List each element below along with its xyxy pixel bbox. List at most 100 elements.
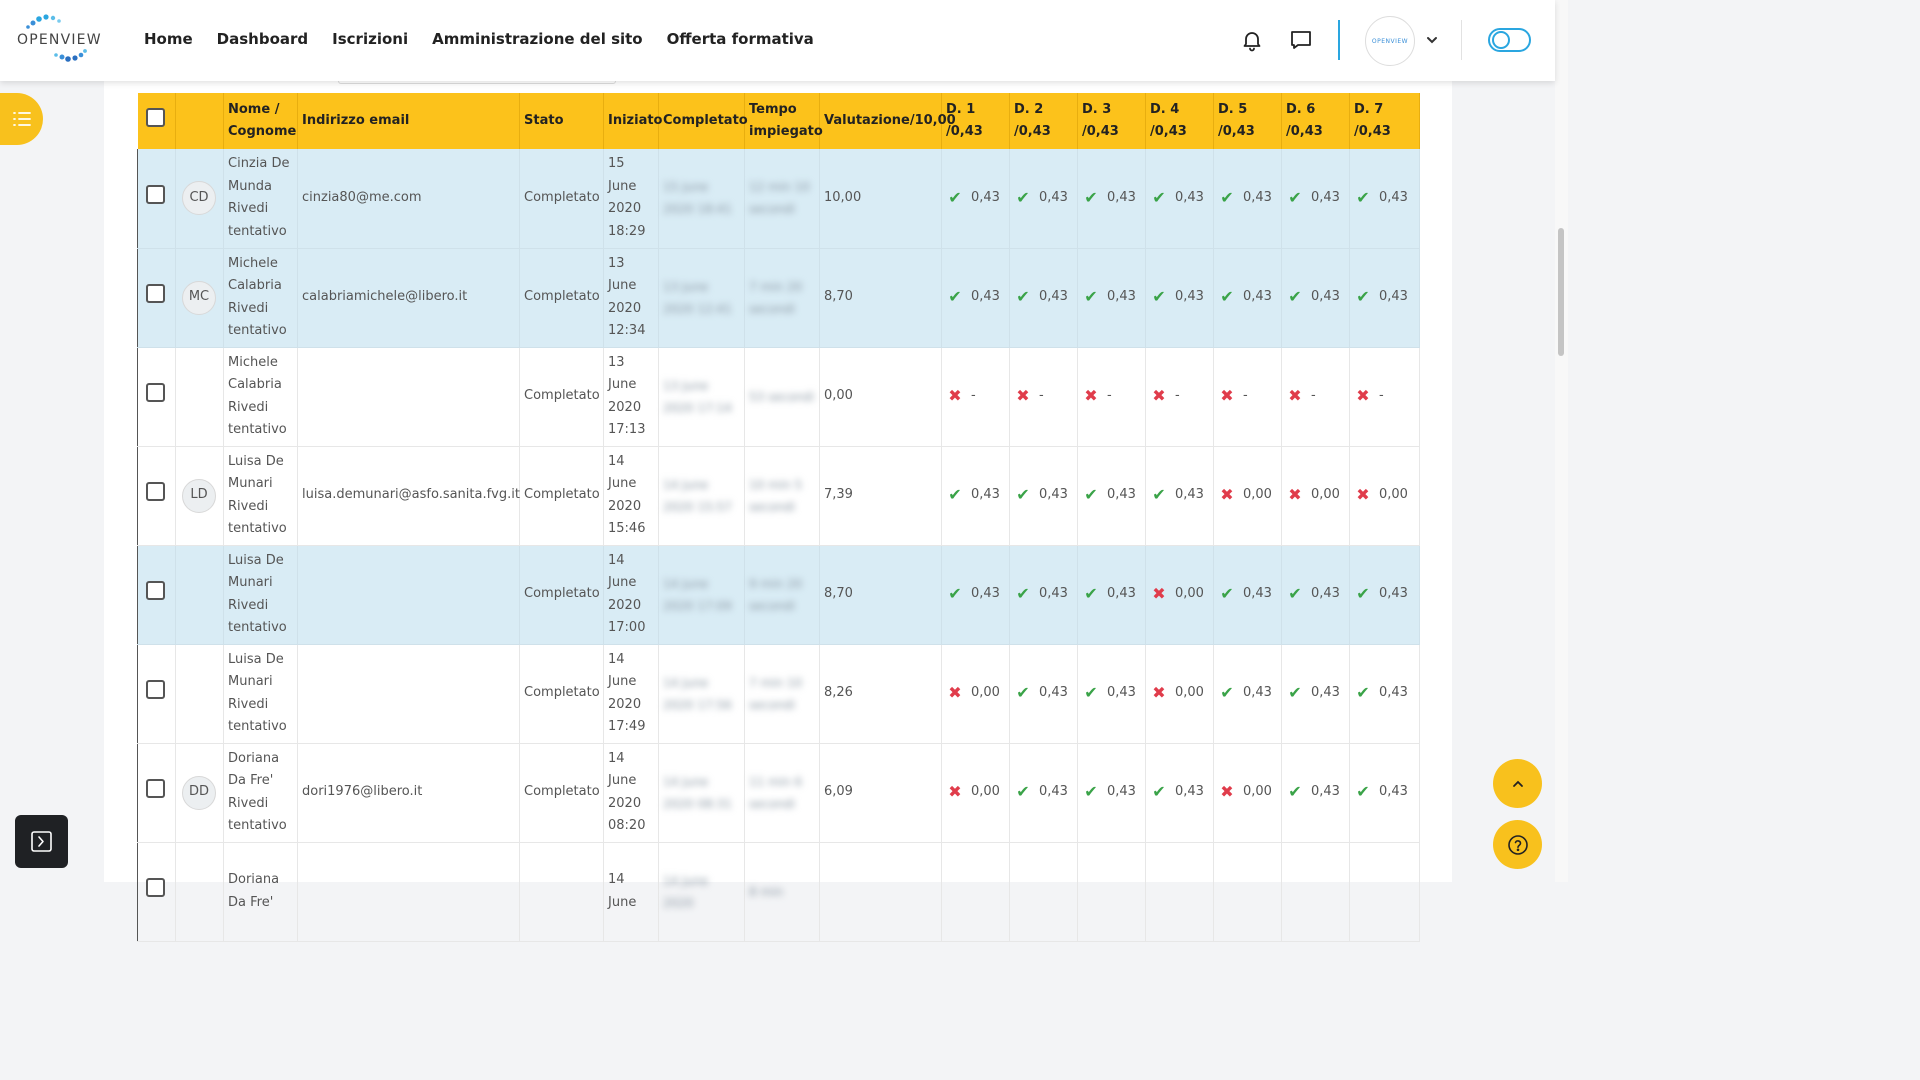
- question-1-cell[interactable]: ✔ 0,43: [941, 149, 1010, 249]
- question-4-cell[interactable]: ✖ -: [1145, 347, 1214, 447]
- user-initials-avatar[interactable]: CD: [182, 181, 216, 216]
- nav-iscrizioni[interactable]: Iscrizioni: [332, 30, 409, 48]
- header-q2[interactable]: D. 2 /0,43: [1009, 93, 1078, 149]
- chat-icon[interactable]: [1289, 28, 1313, 52]
- grade-cell[interactable]: 8,70: [819, 545, 942, 645]
- question-6-cell[interactable]: ✔ 0,43: [1281, 545, 1350, 645]
- user-name-link[interactable]: Luisa De Munari: [228, 453, 284, 492]
- question-2-cell[interactable]: ✔ 0,43: [1009, 248, 1078, 348]
- question-2-cell[interactable]: ✔ 0,43: [1009, 545, 1078, 645]
- question-4-cell[interactable]: ✔ 0,43: [1145, 446, 1214, 546]
- question-1-cell[interactable]: ✔ 0,43: [941, 446, 1010, 546]
- question-3-cell[interactable]: ✔ 0,43: [1077, 248, 1146, 348]
- header-q7[interactable]: D. 7 /0,43: [1349, 93, 1420, 149]
- question-2-cell[interactable]: ✔ 0,43: [1009, 446, 1078, 546]
- row-checkbox[interactable]: [146, 877, 165, 897]
- question-7-cell[interactable]: ✔ 0,43: [1349, 248, 1420, 348]
- user-initials-avatar[interactable]: LD: [182, 478, 216, 513]
- row-checkbox[interactable]: [146, 580, 165, 600]
- nav-offerta-formativa[interactable]: Offerta formativa: [666, 30, 814, 48]
- question-4-cell[interactable]: ✖ 0,00: [1145, 545, 1214, 645]
- question-6-cell[interactable]: ✖ -: [1281, 347, 1350, 447]
- row-checkbox[interactable]: [146, 778, 165, 798]
- user-name-link[interactable]: Michele Calabria: [228, 255, 282, 294]
- row-checkbox[interactable]: [146, 481, 165, 501]
- back-to-top-button[interactable]: [1493, 759, 1542, 808]
- scrollbar-thumb[interactable]: [1558, 228, 1564, 356]
- nav-home[interactable]: Home: [144, 30, 193, 48]
- question-1-cell[interactable]: ✔ 0,43: [941, 248, 1010, 348]
- header-q1[interactable]: D. 1 /0,43: [941, 93, 1010, 149]
- question-5-cell[interactable]: ✖ 0,00: [1213, 446, 1282, 546]
- question-3-cell[interactable]: ✖ -: [1077, 347, 1146, 447]
- question-4-cell[interactable]: ✖ 0,00: [1145, 644, 1214, 744]
- question-7-cell[interactable]: ✖ -: [1349, 347, 1420, 447]
- header-q3[interactable]: D. 3 /0,43: [1077, 93, 1146, 149]
- user-avatar[interactable]: OPENVIEW: [1365, 16, 1415, 66]
- question-2-cell[interactable]: ✖ -: [1009, 347, 1078, 447]
- review-attempt-link[interactable]: Rivedi tentativo: [228, 300, 287, 339]
- question-3-cell[interactable]: ✔ 0,43: [1077, 743, 1146, 843]
- user-name-link[interactable]: Doriana Da Fre': [228, 872, 280, 910]
- grade-cell[interactable]: 6,09: [819, 743, 942, 843]
- openview-logo[interactable]: OPENVIEW: [14, 14, 104, 64]
- question-5-cell[interactable]: ✔ 0,43: [1213, 644, 1282, 744]
- nav-amministrazione[interactable]: Amministrazione del sito: [432, 30, 643, 48]
- header-started[interactable]: Iniziato: [603, 93, 663, 149]
- review-attempt-link[interactable]: Rivedi tentativo: [228, 597, 287, 636]
- grade-cell[interactable]: 8,70: [819, 248, 942, 348]
- question-6-cell[interactable]: ✔ 0,43: [1281, 743, 1350, 843]
- question-6-cell[interactable]: ✖ 0,00: [1281, 446, 1350, 546]
- question-3-cell[interactable]: ✔ 0,43: [1077, 149, 1146, 249]
- user-name-link[interactable]: Luisa De Munari: [228, 651, 284, 690]
- question-6-cell[interactable]: ✔ 0,43: [1281, 644, 1350, 744]
- question-7-cell[interactable]: ✔ 0,43: [1349, 149, 1420, 249]
- review-attempt-link[interactable]: Rivedi tentativo: [228, 498, 287, 537]
- user-name-link[interactable]: Doriana Da Fre': [228, 750, 280, 789]
- header-select-all[interactable]: [137, 93, 176, 149]
- nav-dashboard[interactable]: Dashboard: [216, 30, 309, 48]
- question-2-cell[interactable]: ✔ 0,43: [1009, 743, 1078, 843]
- row-checkbox[interactable]: [146, 283, 165, 303]
- user-initials-avatar[interactable]: DD: [182, 775, 216, 810]
- question-5-cell[interactable]: ✔ 0,43: [1213, 248, 1282, 348]
- question-7-cell[interactable]: ✔ 0,43: [1349, 743, 1420, 843]
- review-attempt-link[interactable]: Rivedi tentativo: [228, 399, 287, 438]
- user-initials-avatar[interactable]: MC: [182, 280, 216, 315]
- row-checkbox[interactable]: [146, 184, 165, 204]
- question-1-cell[interactable]: ✖ 0,00: [941, 743, 1010, 843]
- question-7-cell[interactable]: ✖ 0,00: [1349, 446, 1420, 546]
- question-6-cell[interactable]: ✔ 0,43: [1281, 248, 1350, 348]
- row-checkbox[interactable]: [146, 382, 165, 402]
- question-2-cell[interactable]: ✔ 0,43: [1009, 644, 1078, 744]
- header-q5[interactable]: D. 5 /0,43: [1213, 93, 1282, 149]
- question-6-cell[interactable]: ✔ 0,43: [1281, 149, 1350, 249]
- header-completed[interactable]: Completato: [658, 93, 748, 149]
- header-name[interactable]: Nome / Cognome: [223, 93, 298, 149]
- question-3-cell[interactable]: ✔ 0,43: [1077, 446, 1146, 546]
- question-4-cell[interactable]: ✔ 0,43: [1145, 248, 1214, 348]
- review-attempt-link[interactable]: Rivedi tentativo: [228, 201, 287, 239]
- question-4-cell[interactable]: ✔ 0,43: [1145, 743, 1214, 843]
- review-attempt-link[interactable]: Rivedi tentativo: [228, 696, 287, 735]
- question-3-cell[interactable]: ✔ 0,43: [1077, 644, 1146, 744]
- grade-cell[interactable]: 0,00: [819, 347, 942, 447]
- hide-blocks-button[interactable]: [15, 815, 68, 868]
- question-5-cell[interactable]: ✔ 0,43: [1213, 545, 1282, 645]
- grade-cell[interactable]: 7,39: [819, 446, 942, 546]
- bell-icon[interactable]: [1240, 28, 1264, 52]
- question-1-cell[interactable]: ✖ 0,00: [941, 644, 1010, 744]
- user-name-link[interactable]: Luisa De Munari: [228, 552, 284, 591]
- user-name-link[interactable]: Michele Calabria: [228, 354, 282, 393]
- question-3-cell[interactable]: ✔ 0,43: [1077, 545, 1146, 645]
- question-1-cell[interactable]: ✔ 0,43: [941, 545, 1010, 645]
- header-q6[interactable]: D. 6 /0,43: [1281, 93, 1350, 149]
- question-1-cell[interactable]: ✖ -: [941, 347, 1010, 447]
- grade-cell[interactable]: 10,00: [819, 149, 942, 249]
- header-q4[interactable]: D. 4 /0,43: [1145, 93, 1214, 149]
- grade-cell[interactable]: 8,26: [819, 644, 942, 744]
- header-time[interactable]: Tempo impiegato: [744, 93, 823, 149]
- grade-cell[interactable]: [819, 842, 942, 942]
- question-5-cell[interactable]: ✖ 0,00: [1213, 743, 1282, 843]
- question-4-cell[interactable]: ✔ 0,43: [1145, 149, 1214, 249]
